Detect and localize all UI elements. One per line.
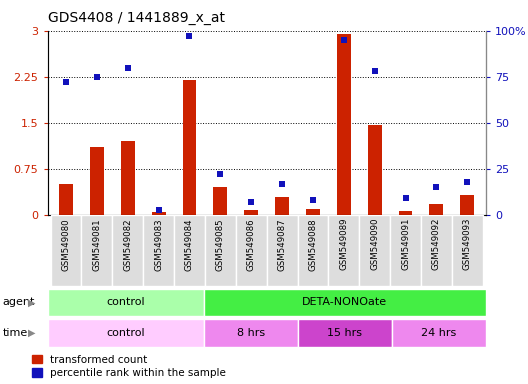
FancyBboxPatch shape [204, 319, 298, 347]
Point [401, 195, 410, 202]
Text: control: control [107, 297, 145, 308]
Point [93, 74, 101, 80]
Bar [244, 210, 258, 215]
Point [62, 79, 70, 85]
FancyBboxPatch shape [421, 215, 452, 286]
Text: GSM549081: GSM549081 [92, 218, 101, 270]
FancyBboxPatch shape [267, 215, 297, 286]
Bar [213, 187, 227, 215]
FancyBboxPatch shape [143, 215, 174, 286]
Bar [306, 209, 320, 215]
Point [309, 197, 317, 204]
Point [278, 180, 286, 187]
FancyBboxPatch shape [174, 215, 205, 286]
Bar [275, 197, 289, 215]
Bar [152, 212, 166, 215]
Bar [337, 34, 351, 215]
Text: 24 hrs: 24 hrs [421, 328, 456, 338]
Bar [367, 125, 382, 215]
Text: GSM549082: GSM549082 [123, 218, 132, 270]
Text: GSM549080: GSM549080 [62, 218, 71, 270]
Text: GSM549091: GSM549091 [401, 218, 410, 270]
Point [463, 179, 472, 185]
FancyBboxPatch shape [112, 215, 143, 286]
Point [154, 207, 163, 213]
FancyBboxPatch shape [204, 289, 486, 316]
Bar [429, 204, 444, 215]
Point [247, 199, 256, 205]
FancyBboxPatch shape [297, 215, 328, 286]
Point [340, 37, 348, 43]
Text: GSM549084: GSM549084 [185, 218, 194, 270]
FancyBboxPatch shape [390, 215, 421, 286]
Text: GSM549088: GSM549088 [308, 218, 317, 270]
Text: GSM549090: GSM549090 [370, 218, 379, 270]
FancyBboxPatch shape [359, 215, 390, 286]
Text: GSM549085: GSM549085 [216, 218, 225, 270]
Legend: transformed count, percentile rank within the sample: transformed count, percentile rank withi… [32, 355, 226, 378]
Text: 8 hrs: 8 hrs [237, 328, 265, 338]
Bar [59, 184, 73, 215]
Text: GSM549089: GSM549089 [340, 218, 348, 270]
Point [216, 171, 224, 177]
FancyBboxPatch shape [48, 319, 204, 347]
Text: time: time [3, 328, 28, 338]
Text: ▶: ▶ [29, 297, 36, 308]
Bar [183, 80, 196, 215]
Text: GDS4408 / 1441889_x_at: GDS4408 / 1441889_x_at [48, 11, 224, 25]
FancyBboxPatch shape [328, 215, 359, 286]
FancyBboxPatch shape [298, 319, 392, 347]
FancyBboxPatch shape [48, 289, 204, 316]
Point [432, 184, 440, 190]
Text: ▶: ▶ [29, 328, 36, 338]
FancyBboxPatch shape [51, 215, 81, 286]
FancyBboxPatch shape [81, 215, 112, 286]
FancyBboxPatch shape [205, 215, 236, 286]
Text: GSM549087: GSM549087 [278, 218, 287, 270]
Text: GSM549086: GSM549086 [247, 218, 256, 270]
Text: DETA-NONOate: DETA-NONOate [303, 297, 388, 308]
Point [124, 65, 132, 71]
Bar [399, 211, 412, 215]
Bar [90, 147, 104, 215]
Point [185, 33, 194, 39]
Text: GSM549092: GSM549092 [432, 218, 441, 270]
Text: GSM549083: GSM549083 [154, 218, 163, 270]
Text: control: control [107, 328, 145, 338]
FancyBboxPatch shape [452, 215, 483, 286]
Bar [460, 195, 474, 215]
FancyBboxPatch shape [392, 319, 486, 347]
Text: 15 hrs: 15 hrs [327, 328, 362, 338]
Text: GSM549093: GSM549093 [463, 218, 472, 270]
Point [371, 68, 379, 74]
FancyBboxPatch shape [236, 215, 267, 286]
Text: agent: agent [3, 297, 35, 308]
Bar [121, 141, 135, 215]
